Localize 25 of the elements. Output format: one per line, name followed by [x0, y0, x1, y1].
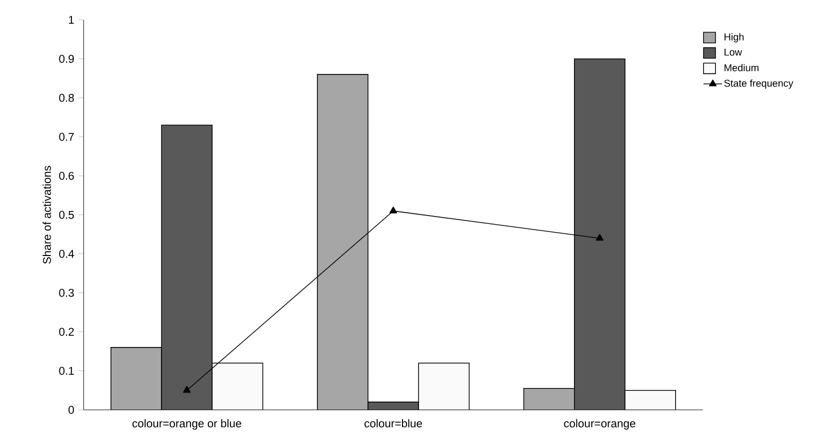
bar — [316, 74, 368, 410]
bar — [110, 347, 162, 410]
bar — [523, 388, 575, 410]
y-tick-label: 0.4 — [59, 250, 74, 258]
y-tick-label: 0.8 — [59, 94, 74, 102]
legend-label: State frequency — [724, 80, 794, 89]
y-tick-label: 0.5 — [59, 211, 74, 220]
y-tick-label: 0.1 — [59, 367, 74, 376]
point — [596, 234, 604, 241]
y-tick-label: 0.7 — [59, 133, 74, 142]
legend-label: Medium — [724, 64, 758, 72]
y-tick-label: 0.2 — [59, 328, 74, 336]
y-tick-label: 0.6 — [59, 172, 74, 180]
x-tick-label: colour=orange or blue — [132, 419, 242, 430]
point — [389, 206, 398, 214]
legend-label: Low — [724, 48, 742, 56]
y-tick-label: 0.9 — [59, 55, 74, 64]
y-axis-title: Share of activations — [42, 166, 51, 264]
x-tick-label: colour=blue — [364, 419, 422, 428]
y-tick-label: 1 — [68, 16, 74, 24]
legend-label: High — [724, 33, 744, 43]
y-tick-label: 0.3 — [59, 289, 74, 298]
point — [183, 386, 191, 393]
y-tick-label: 0 — [68, 406, 74, 414]
x-tick-label: colour=orange — [564, 419, 636, 430]
